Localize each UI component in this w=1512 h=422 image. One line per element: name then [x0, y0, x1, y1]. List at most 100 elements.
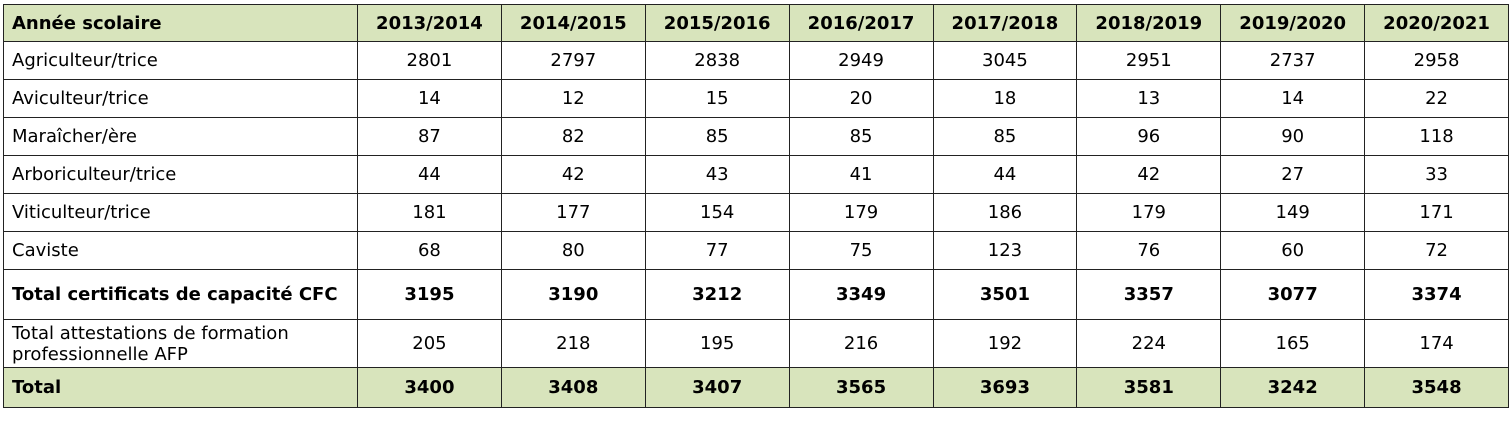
row-label: Aviculteur/trice	[3, 79, 358, 118]
value-cell: 82	[500, 117, 646, 156]
value-cell: 181	[357, 193, 502, 232]
value-cell: 3400	[357, 367, 502, 408]
value-cell: 27	[1220, 155, 1366, 194]
value-cell: 72	[1364, 231, 1509, 270]
value-cell: 216	[788, 319, 934, 368]
value-cell: 2958	[1364, 41, 1509, 80]
year-header: 2017/2018	[932, 4, 1078, 42]
value-cell: 218	[500, 319, 646, 368]
value-cell: 154	[644, 193, 790, 232]
value-cell: 18	[932, 79, 1078, 118]
value-cell: 171	[1364, 193, 1509, 232]
value-cell: 75	[788, 231, 934, 270]
value-cell: 12	[500, 79, 646, 118]
value-cell: 3195	[357, 269, 502, 320]
value-cell: 43	[644, 155, 790, 194]
year-header: 2020/2021	[1364, 4, 1509, 42]
value-cell: 165	[1220, 319, 1366, 368]
value-cell: 80	[500, 231, 646, 270]
value-cell: 3190	[500, 269, 646, 320]
table-row: Agriculteur/trice 2801 2797 2838 2949 3045 295…	[3, 41, 1509, 80]
row-header-title: Année scolaire	[3, 4, 358, 42]
row-label: Agriculteur/trice	[3, 41, 358, 80]
value-cell: 2951	[1076, 41, 1222, 80]
year-header: 2016/2017	[788, 4, 934, 42]
value-cell: 22	[1364, 79, 1509, 118]
year-header: 2019/2020	[1220, 4, 1366, 42]
value-cell: 149	[1220, 193, 1366, 232]
value-cell: 123	[932, 231, 1078, 270]
value-cell: 205	[357, 319, 502, 368]
enrollment-table: Année scolaire 2013/2014 2014/2015 2015/201…	[3, 4, 1509, 408]
value-cell: 90	[1220, 117, 1366, 156]
table-row: Total certificats de capacité CFC 3195 319…	[3, 269, 1509, 320]
value-cell: 3077	[1220, 269, 1366, 320]
value-cell: 20	[788, 79, 934, 118]
value-cell: 60	[1220, 231, 1366, 270]
table-row: Arboriculteur/trice 44 42 43 41 44 42 27 33	[3, 155, 1509, 194]
value-cell: 41	[788, 155, 934, 194]
value-cell: 224	[1076, 319, 1222, 368]
value-cell: 3501	[932, 269, 1078, 320]
value-cell: 96	[1076, 117, 1222, 156]
table-row: Total attestations de formation professi…	[3, 319, 1509, 368]
value-cell: 2949	[788, 41, 934, 80]
value-cell: 44	[357, 155, 502, 194]
value-cell: 174	[1364, 319, 1509, 368]
value-cell: 85	[788, 117, 934, 156]
value-cell: 77	[644, 231, 790, 270]
row-label: Total attestations de formation professi…	[3, 319, 358, 368]
row-label: Arboriculteur/trice	[3, 155, 358, 194]
value-cell: 179	[788, 193, 934, 232]
value-cell: 3407	[644, 367, 790, 408]
row-label: Maraîcher/ère	[3, 117, 358, 156]
value-cell: 14	[1220, 79, 1366, 118]
value-cell: 177	[500, 193, 646, 232]
year-header: 2015/2016	[644, 4, 790, 42]
value-cell: 3548	[1364, 367, 1509, 408]
value-cell: 15	[644, 79, 790, 118]
year-header: 2014/2015	[500, 4, 646, 42]
value-cell: 42	[500, 155, 646, 194]
year-header: 2018/2019	[1076, 4, 1222, 42]
value-cell: 42	[1076, 155, 1222, 194]
year-header: 2013/2014	[357, 4, 502, 42]
value-cell: 3212	[644, 269, 790, 320]
value-cell: 44	[932, 155, 1078, 194]
value-cell: 2801	[357, 41, 502, 80]
value-cell: 179	[1076, 193, 1222, 232]
value-cell: 2797	[500, 41, 646, 80]
row-label: Total certificats de capacité CFC	[3, 269, 358, 320]
value-cell: 3581	[1076, 367, 1222, 408]
table-row: Viticulteur/trice 181 177 154 179 186 179 149 17…	[3, 193, 1509, 232]
table-body: Agriculteur/trice 2801 2797 2838 2949 3045 295…	[3, 41, 1509, 408]
value-cell: 3045	[932, 41, 1078, 80]
value-cell: 3349	[788, 269, 934, 320]
row-label: Total	[3, 367, 358, 408]
value-cell: 13	[1076, 79, 1222, 118]
row-label: Viticulteur/trice	[3, 193, 358, 232]
value-cell: 192	[932, 319, 1078, 368]
header-row: Année scolaire 2013/2014 2014/2015 2015/201…	[3, 4, 1509, 42]
value-cell: 118	[1364, 117, 1509, 156]
value-cell: 186	[932, 193, 1078, 232]
table-row: Maraîcher/ère 87 82 85 85 85 96 90 118	[3, 117, 1509, 156]
value-cell: 3374	[1364, 269, 1509, 320]
value-cell: 14	[357, 79, 502, 118]
value-cell: 195	[644, 319, 790, 368]
value-cell: 3565	[788, 367, 934, 408]
table-row: Total 3400 3408 3407 3565 3693 3581 3242 3548	[3, 367, 1509, 408]
value-cell: 2838	[644, 41, 790, 80]
value-cell: 87	[357, 117, 502, 156]
value-cell: 33	[1364, 155, 1509, 194]
table-row: Caviste 68 80 77 75 123 76 60 72	[3, 231, 1509, 270]
value-cell: 3408	[500, 367, 646, 408]
table-row: Aviculteur/trice 14 12 15 20 18 13 14 22	[3, 79, 1509, 118]
value-cell: 85	[644, 117, 790, 156]
value-cell: 3242	[1220, 367, 1366, 408]
row-label: Caviste	[3, 231, 358, 270]
value-cell: 2737	[1220, 41, 1366, 80]
value-cell: 3357	[1076, 269, 1222, 320]
value-cell: 76	[1076, 231, 1222, 270]
